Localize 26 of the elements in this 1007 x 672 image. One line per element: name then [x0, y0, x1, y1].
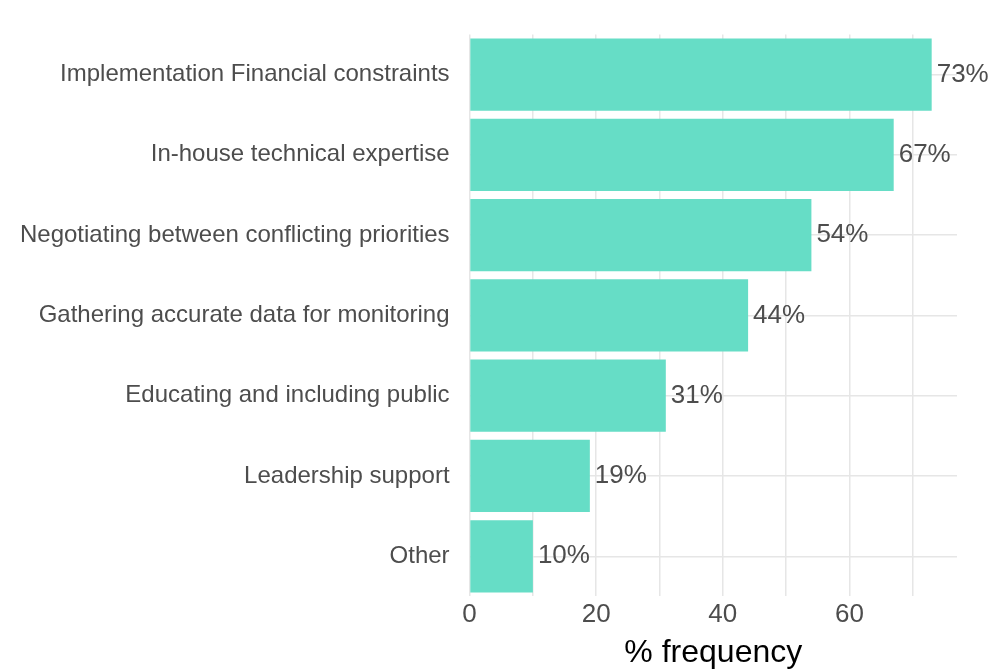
bar	[470, 359, 666, 432]
data-label: 19%	[594, 459, 647, 490]
bar	[470, 439, 590, 513]
data-label: 31%	[670, 378, 723, 409]
bar	[470, 198, 812, 272]
data-label: 54%	[816, 218, 869, 249]
y-tick-label: Negotiating between conflicting priorities	[20, 219, 450, 247]
x-tick-label: 20	[581, 598, 611, 629]
bar	[470, 279, 749, 352]
y-tick-label: Leadership support	[244, 460, 450, 488]
x-axis-title: % frequency	[624, 632, 803, 669]
y-tick-label: Other	[389, 540, 450, 568]
x-tick-label: 0	[462, 598, 477, 629]
y-tick-label: In-house technical expertise	[150, 139, 450, 167]
data-label: 73%	[936, 57, 989, 88]
data-label: 44%	[753, 298, 806, 329]
y-tick-label: Educating and including public	[125, 380, 450, 408]
y-tick-label: Implementation Financial constraints	[60, 59, 450, 87]
x-tick-label: 60	[834, 598, 864, 629]
y-tick-label: Gathering accurate data for monitoring	[38, 300, 450, 328]
bar	[470, 118, 894, 191]
bar	[470, 38, 932, 111]
bar	[470, 520, 533, 593]
data-label: 67%	[898, 138, 951, 168]
x-tick-label: 40	[708, 598, 738, 629]
data-label: 10%	[537, 539, 590, 570]
